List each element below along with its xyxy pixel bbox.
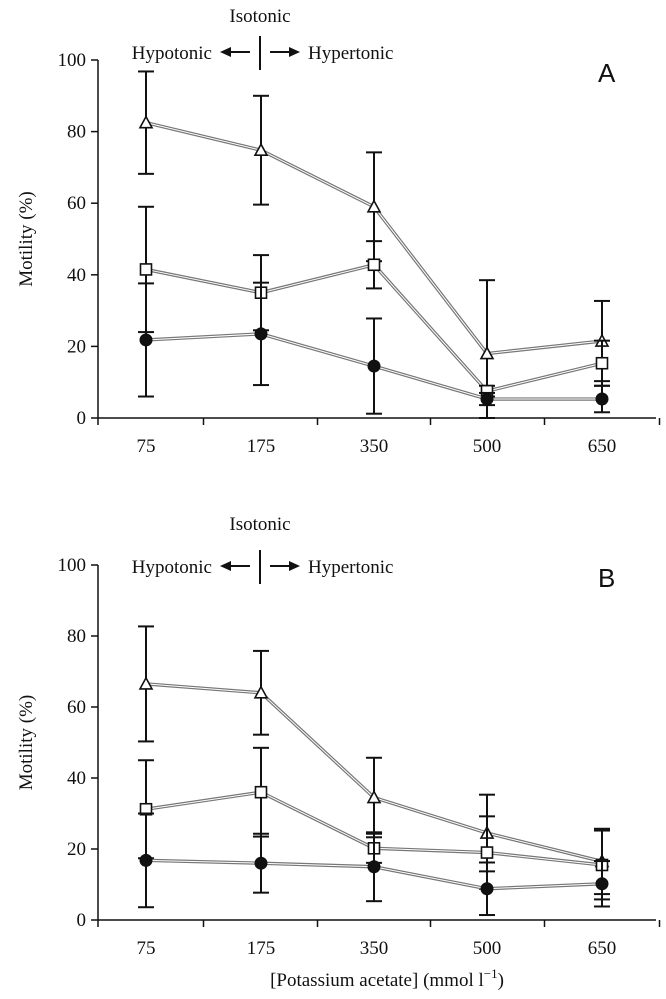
y-tick-label: 100: [58, 50, 87, 71]
marker-circle: [595, 877, 609, 891]
x-tick-label: 175: [247, 938, 276, 959]
hypotonic-label: Hypotonic: [132, 43, 212, 64]
y-tick-label: 80: [67, 122, 86, 143]
marker-triangle: [366, 789, 382, 804]
marker-circle: [139, 333, 153, 347]
y-tick-label: 40: [67, 265, 86, 286]
panel-letter: A: [598, 58, 616, 88]
hypertonic-label: Hypertonic: [308, 557, 393, 578]
x-tick-label: 175: [247, 436, 276, 457]
isotonic-label: Isotonic: [229, 514, 290, 535]
x-tick-label: 500: [473, 436, 502, 457]
y-tick-label: 0: [77, 408, 87, 429]
x-tick-label: 350: [360, 436, 389, 457]
hypotonic-arrowhead: [220, 47, 231, 57]
marker-square: [254, 785, 268, 799]
x-tick-label: 500: [473, 938, 502, 959]
marker-circle: [367, 359, 381, 373]
y-tick-label: 60: [67, 697, 86, 718]
hypertonic-arrowhead: [289, 47, 300, 57]
hypertonic-arrowhead: [289, 561, 300, 571]
x-tick-label: 75: [137, 938, 156, 959]
y-axis-title: Motility (%): [16, 191, 37, 287]
y-tick-label: 20: [67, 839, 86, 860]
hypotonic-arrowhead: [220, 561, 231, 571]
panel-letter: B: [598, 563, 615, 593]
x-tick-label: 350: [360, 938, 389, 959]
marker-square: [367, 258, 381, 272]
marker-circle: [367, 860, 381, 874]
x-tick-label: 650: [588, 436, 617, 457]
y-tick-label: 100: [58, 555, 87, 576]
marker-triangle: [138, 114, 154, 129]
marker-triangle: [479, 345, 495, 360]
x-axis-title: [Potassium acetate] (mmol l−1): [270, 966, 504, 991]
marker-triangle: [253, 142, 269, 157]
x-axis-title-main: [Potassium acetate] (mmol l: [270, 970, 484, 991]
isotonic-label: Isotonic: [229, 6, 290, 27]
y-tick-label: 40: [67, 768, 86, 789]
y-tick-label: 60: [67, 193, 86, 214]
marker-triangle: [253, 685, 269, 699]
y-axis-title: Motility (%): [16, 695, 37, 791]
marker-square: [139, 263, 153, 276]
y-tick-label: 80: [67, 626, 86, 647]
marker-square: [480, 846, 494, 859]
marker-circle: [480, 882, 494, 896]
panel-b: 0 20 40 60 80 100 75 175 350 500 650 Motility (%) B I…: [16, 514, 661, 959]
marker-circle: [139, 853, 153, 867]
y-tick-label: 0: [77, 910, 87, 931]
marker-triangle: [138, 676, 154, 690]
marker-circle: [595, 392, 609, 406]
x-tick-label: 75: [137, 436, 156, 457]
marker-triangle: [366, 199, 382, 213]
marker-circle: [480, 392, 494, 406]
hypertonic-label: Hypertonic: [308, 43, 393, 64]
marker-square: [595, 356, 609, 370]
marker-circle: [254, 327, 268, 341]
x-tick-label: 650: [588, 938, 617, 959]
y-tick-label: 20: [67, 336, 86, 357]
hypotonic-label: Hypotonic: [132, 557, 212, 578]
marker-circle: [254, 856, 268, 870]
panel-a: 0 20 40 60 80 100 75 175 350 500 650 Motility (%) A I…: [16, 6, 661, 457]
x-axis-title-close: ): [498, 970, 504, 991]
x-axis-title-superscript: −1: [484, 966, 498, 981]
